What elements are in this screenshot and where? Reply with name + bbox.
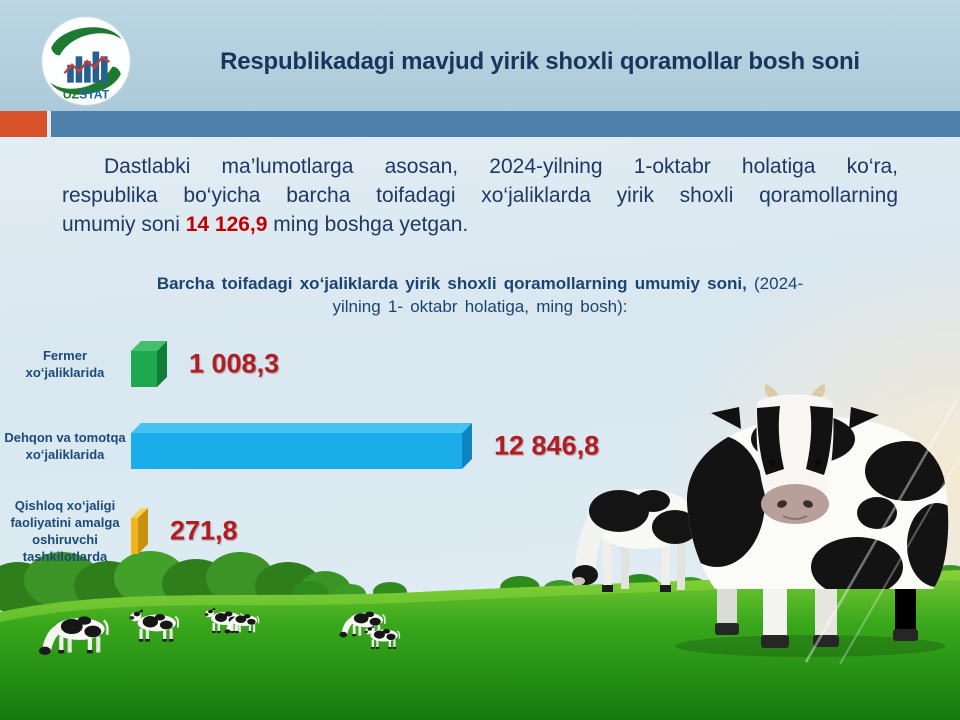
chart-title: Barcha toifadagi xo‘jaliklarda yirik sho… [140,272,820,318]
bar-label-0: Fermer xo‘jaliklarida [25,348,105,380]
total-heads-value: 14 126,9 [185,213,268,236]
logo-text-stat: STAT [79,88,110,102]
logo-text: UZSTAT [63,88,110,102]
intro-line-1: Dastlabki ma’lumotlarga asosan, 2024-yil… [104,155,898,178]
page-title: Respublikadagi mavjud yirik shoxli qoram… [220,48,860,75]
chart-title-regular: (2024- yilning 1- oktabr holatiga, ming … [332,274,804,316]
bar-0 [131,341,169,387]
uzstat-logo: UZSTAT [38,14,134,108]
bar-value-1: 12 846,8 [494,430,600,461]
chart-title-bold: Barcha toifadagi xo‘jaliklarda yirik sho… [156,274,747,293]
uzstat-logo-graphic: UZSTAT [41,16,131,106]
bar-value-2: 271,8 [170,515,238,546]
accent-band-orange [0,111,47,137]
intro-paragraph: Dastlabki ma’lumotlarga asosan, 2024-yil… [62,152,898,239]
bar-row-fermer: Fermer xo‘jaliklarida 1 008,3 [0,341,960,387]
accent-band-blue [51,111,960,137]
logo-text-uz: UZ [63,88,80,102]
cow-shadow [675,635,945,657]
intro-line-2: respublika bo‘yicha barcha toifadagi xo‘… [62,184,898,207]
cow-foreground [675,384,949,657]
intro-line3-after: ming boshga yetgan. [267,213,469,236]
bar-1 [131,423,474,469]
bar-row-tashkilot: Qishloq xo‘jaligi faoliyatini amalga osh… [0,498,960,564]
bar-label-1: Dehqon va tomotqa xo‘jaliklarida [4,430,126,462]
cow-head [711,384,879,524]
intro-line-3: umumiy soni 14 126,9 ming boshga yetgan. [62,210,898,239]
bar-value-0: 1 008,3 [189,348,280,379]
bar-row-dehqon: Dehqon va tomotqa xo‘jaliklarida 12 846,… [0,423,960,469]
logo-swoosh-top [51,27,122,56]
logo-swoosh-bottom [50,66,121,95]
bar-2 [131,508,150,554]
cow-grazing-medium [572,489,705,592]
bar-label-2: Qishloq xo‘jaligi faoliyatini amalga osh… [10,498,120,564]
logo-trend-line [63,55,111,74]
intro-line3-before: umumiy soni [62,213,186,236]
header: UZSTAT Respublikadagi mavjud yirik shoxl… [0,0,960,111]
